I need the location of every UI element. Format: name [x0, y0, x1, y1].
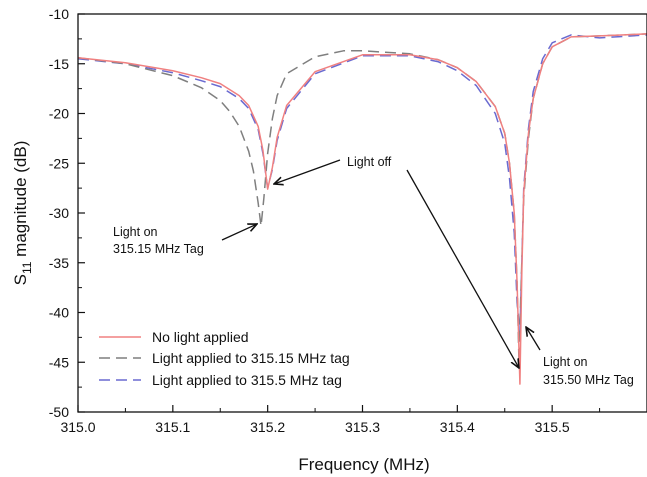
- series-line-0: [77, 33, 647, 385]
- annotation-light-on-315-50: Light on 315.50 MHz Tag: [526, 327, 634, 387]
- series-line-1: [77, 33, 647, 363]
- annotation-light-on-315-50-line1: Light on: [543, 355, 588, 369]
- y-tick-label-3: -25: [49, 155, 69, 171]
- x-axis-title: Frequency (MHz): [298, 455, 429, 474]
- annotation-arrow-light-on-315-15: [221, 224, 257, 241]
- annotation-light-off: Light off: [274, 155, 519, 368]
- legend-label-light-315-5: Light applied to 315.5 MHz tag: [152, 372, 342, 388]
- x-tick-label-5: 315.5: [535, 419, 570, 435]
- legend: No light applied Light applied to 315.15…: [99, 329, 350, 388]
- y-tick-label-4: -30: [49, 205, 69, 221]
- legend-item-no-light: No light applied: [99, 329, 249, 345]
- y-tick-label-5: -35: [49, 255, 69, 271]
- annotation-light-on-315-50-line2: 315.50 MHz Tag: [543, 373, 634, 387]
- y-tick-label-6: -40: [49, 305, 69, 321]
- series-line-2: [77, 34, 647, 334]
- legend-item-light-315-15: Light applied to 315.15 MHz tag: [99, 350, 350, 366]
- y-tick-label-2: -20: [49, 106, 69, 122]
- y-axis-title-sub: 11: [20, 261, 34, 274]
- y-tick-label-7: -45: [49, 354, 69, 370]
- series-layer: [77, 33, 647, 385]
- x-tick-label-0: 315.0: [60, 419, 95, 435]
- y-axis-title-main: S: [11, 274, 30, 285]
- y-axis-title-rest: magnitude (dB): [11, 141, 30, 262]
- legend-label-no-light: No light applied: [152, 329, 249, 345]
- annotation-arrow-light-off-right: [406, 169, 519, 368]
- y-tick-label-8: -50: [49, 404, 69, 420]
- annotation-light-on-315-15: Light on 315.15 MHz Tag: [113, 224, 257, 256]
- y-tick-label-0: -10: [49, 6, 69, 22]
- annotation-light-on-315-15-line1: Light on: [113, 225, 158, 239]
- x-tick-label-3: 315.3: [345, 419, 380, 435]
- ticks-layer: 315.0 315.1 315.2 315.3 315.4 315.5 -10 -15 -20 -…: [49, 6, 601, 435]
- annotation-arrow-light-off-left: [274, 159, 341, 184]
- annotation-light-off-text: Light off: [347, 155, 392, 169]
- y-axis-title: S11 magnitude (dB): [11, 141, 34, 286]
- y-tick-label-1: -15: [49, 56, 69, 72]
- x-tick-label-4: 315.4: [440, 419, 475, 435]
- legend-label-light-315-15: Light applied to 315.15 MHz tag: [152, 350, 350, 366]
- annotation-light-on-315-15-line2: 315.15 MHz Tag: [113, 242, 204, 256]
- legend-item-light-315-5: Light applied to 315.5 MHz tag: [99, 372, 342, 388]
- annotation-arrow-light-on-315-50: [526, 327, 541, 351]
- x-tick-label-1: 315.1: [155, 419, 190, 435]
- x-tick-label-2: 315.2: [250, 419, 285, 435]
